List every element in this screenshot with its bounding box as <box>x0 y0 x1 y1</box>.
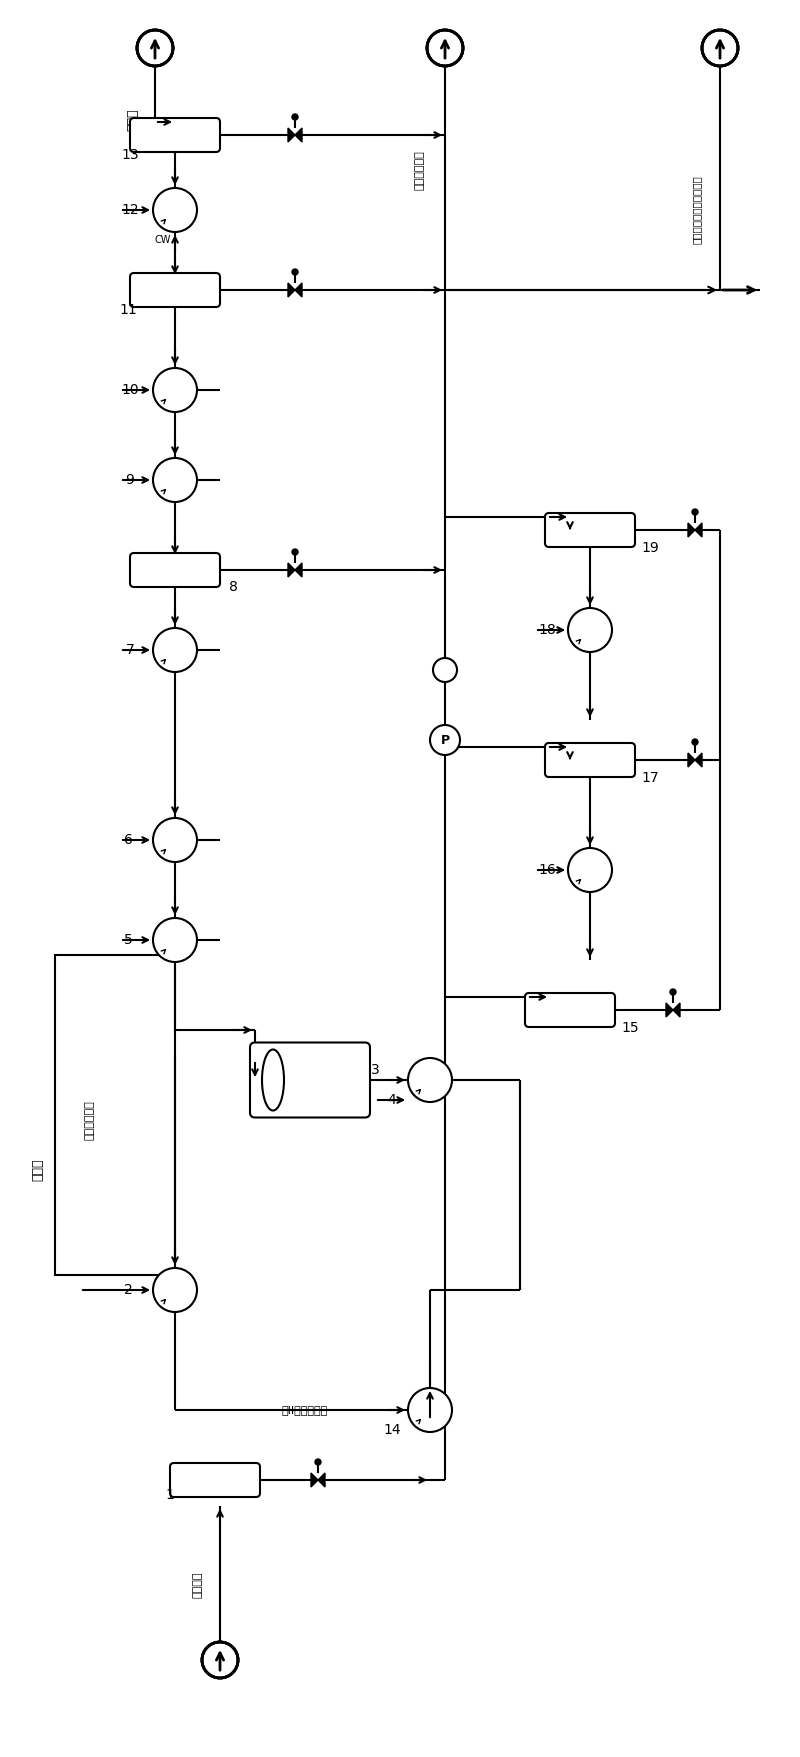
Polygon shape <box>695 524 702 538</box>
Text: CW: CW <box>155 235 171 244</box>
Text: 6: 6 <box>123 833 133 847</box>
FancyBboxPatch shape <box>130 118 220 153</box>
Text: 第一路合成气: 第一路合成气 <box>85 1100 95 1140</box>
FancyBboxPatch shape <box>250 1042 370 1117</box>
Circle shape <box>292 114 298 119</box>
Polygon shape <box>288 128 295 142</box>
Circle shape <box>430 726 460 756</box>
Circle shape <box>292 269 298 276</box>
Text: 变换气: 变换气 <box>126 109 139 132</box>
Polygon shape <box>673 1003 680 1017</box>
Text: 5: 5 <box>124 933 132 947</box>
Polygon shape <box>295 128 302 142</box>
Text: P: P <box>441 733 450 747</box>
Text: 换II路粗合成气: 换II路粗合成气 <box>282 1406 328 1414</box>
Circle shape <box>292 548 298 555</box>
Text: 12: 12 <box>121 204 139 218</box>
FancyBboxPatch shape <box>545 513 635 546</box>
FancyBboxPatch shape <box>525 993 615 1028</box>
Polygon shape <box>318 1472 325 1486</box>
Text: 2: 2 <box>124 1283 132 1297</box>
Circle shape <box>433 659 457 682</box>
Text: 11: 11 <box>119 302 137 316</box>
Circle shape <box>568 849 612 893</box>
Circle shape <box>702 30 738 67</box>
Text: 9: 9 <box>126 473 134 487</box>
Text: 8: 8 <box>229 580 238 594</box>
Circle shape <box>153 819 197 863</box>
Text: 16: 16 <box>538 863 556 877</box>
Circle shape <box>153 459 197 503</box>
Polygon shape <box>288 562 295 576</box>
Circle shape <box>670 989 676 994</box>
Circle shape <box>692 740 698 745</box>
Text: 13: 13 <box>121 148 139 162</box>
Circle shape <box>153 917 197 963</box>
Polygon shape <box>288 283 295 297</box>
Polygon shape <box>295 283 302 297</box>
Text: 4: 4 <box>388 1093 396 1107</box>
Circle shape <box>153 367 197 411</box>
FancyBboxPatch shape <box>130 553 220 587</box>
Text: 7: 7 <box>126 643 134 657</box>
Text: 14: 14 <box>383 1423 401 1437</box>
Text: 粗合成气: 粗合成气 <box>193 1573 203 1599</box>
Text: 3: 3 <box>370 1063 379 1077</box>
Circle shape <box>153 627 197 671</box>
Text: 17: 17 <box>641 771 659 785</box>
FancyBboxPatch shape <box>130 272 220 307</box>
Polygon shape <box>295 562 302 576</box>
Circle shape <box>427 30 463 67</box>
Circle shape <box>153 1269 197 1312</box>
Text: 15: 15 <box>621 1021 639 1035</box>
Text: 变换气: 变换气 <box>31 1160 45 1181</box>
Text: 18: 18 <box>538 624 556 638</box>
Circle shape <box>315 1458 321 1465</box>
Circle shape <box>153 188 197 232</box>
Polygon shape <box>695 754 702 768</box>
Text: 冷凝液去冷凝液处理系统: 冷凝液去冷凝液处理系统 <box>692 176 702 244</box>
Circle shape <box>202 1643 238 1678</box>
FancyBboxPatch shape <box>170 1464 260 1497</box>
Circle shape <box>408 1388 452 1432</box>
Polygon shape <box>688 754 695 768</box>
Text: 第二路合成气: 第二路合成气 <box>415 149 425 190</box>
Polygon shape <box>688 524 695 538</box>
Circle shape <box>408 1058 452 1102</box>
Text: 1: 1 <box>166 1488 174 1502</box>
Text: 19: 19 <box>641 541 659 555</box>
Circle shape <box>568 608 612 652</box>
Circle shape <box>137 30 173 67</box>
Text: 10: 10 <box>121 383 139 397</box>
Polygon shape <box>666 1003 673 1017</box>
FancyBboxPatch shape <box>545 743 635 777</box>
Circle shape <box>692 510 698 515</box>
Polygon shape <box>311 1472 318 1486</box>
